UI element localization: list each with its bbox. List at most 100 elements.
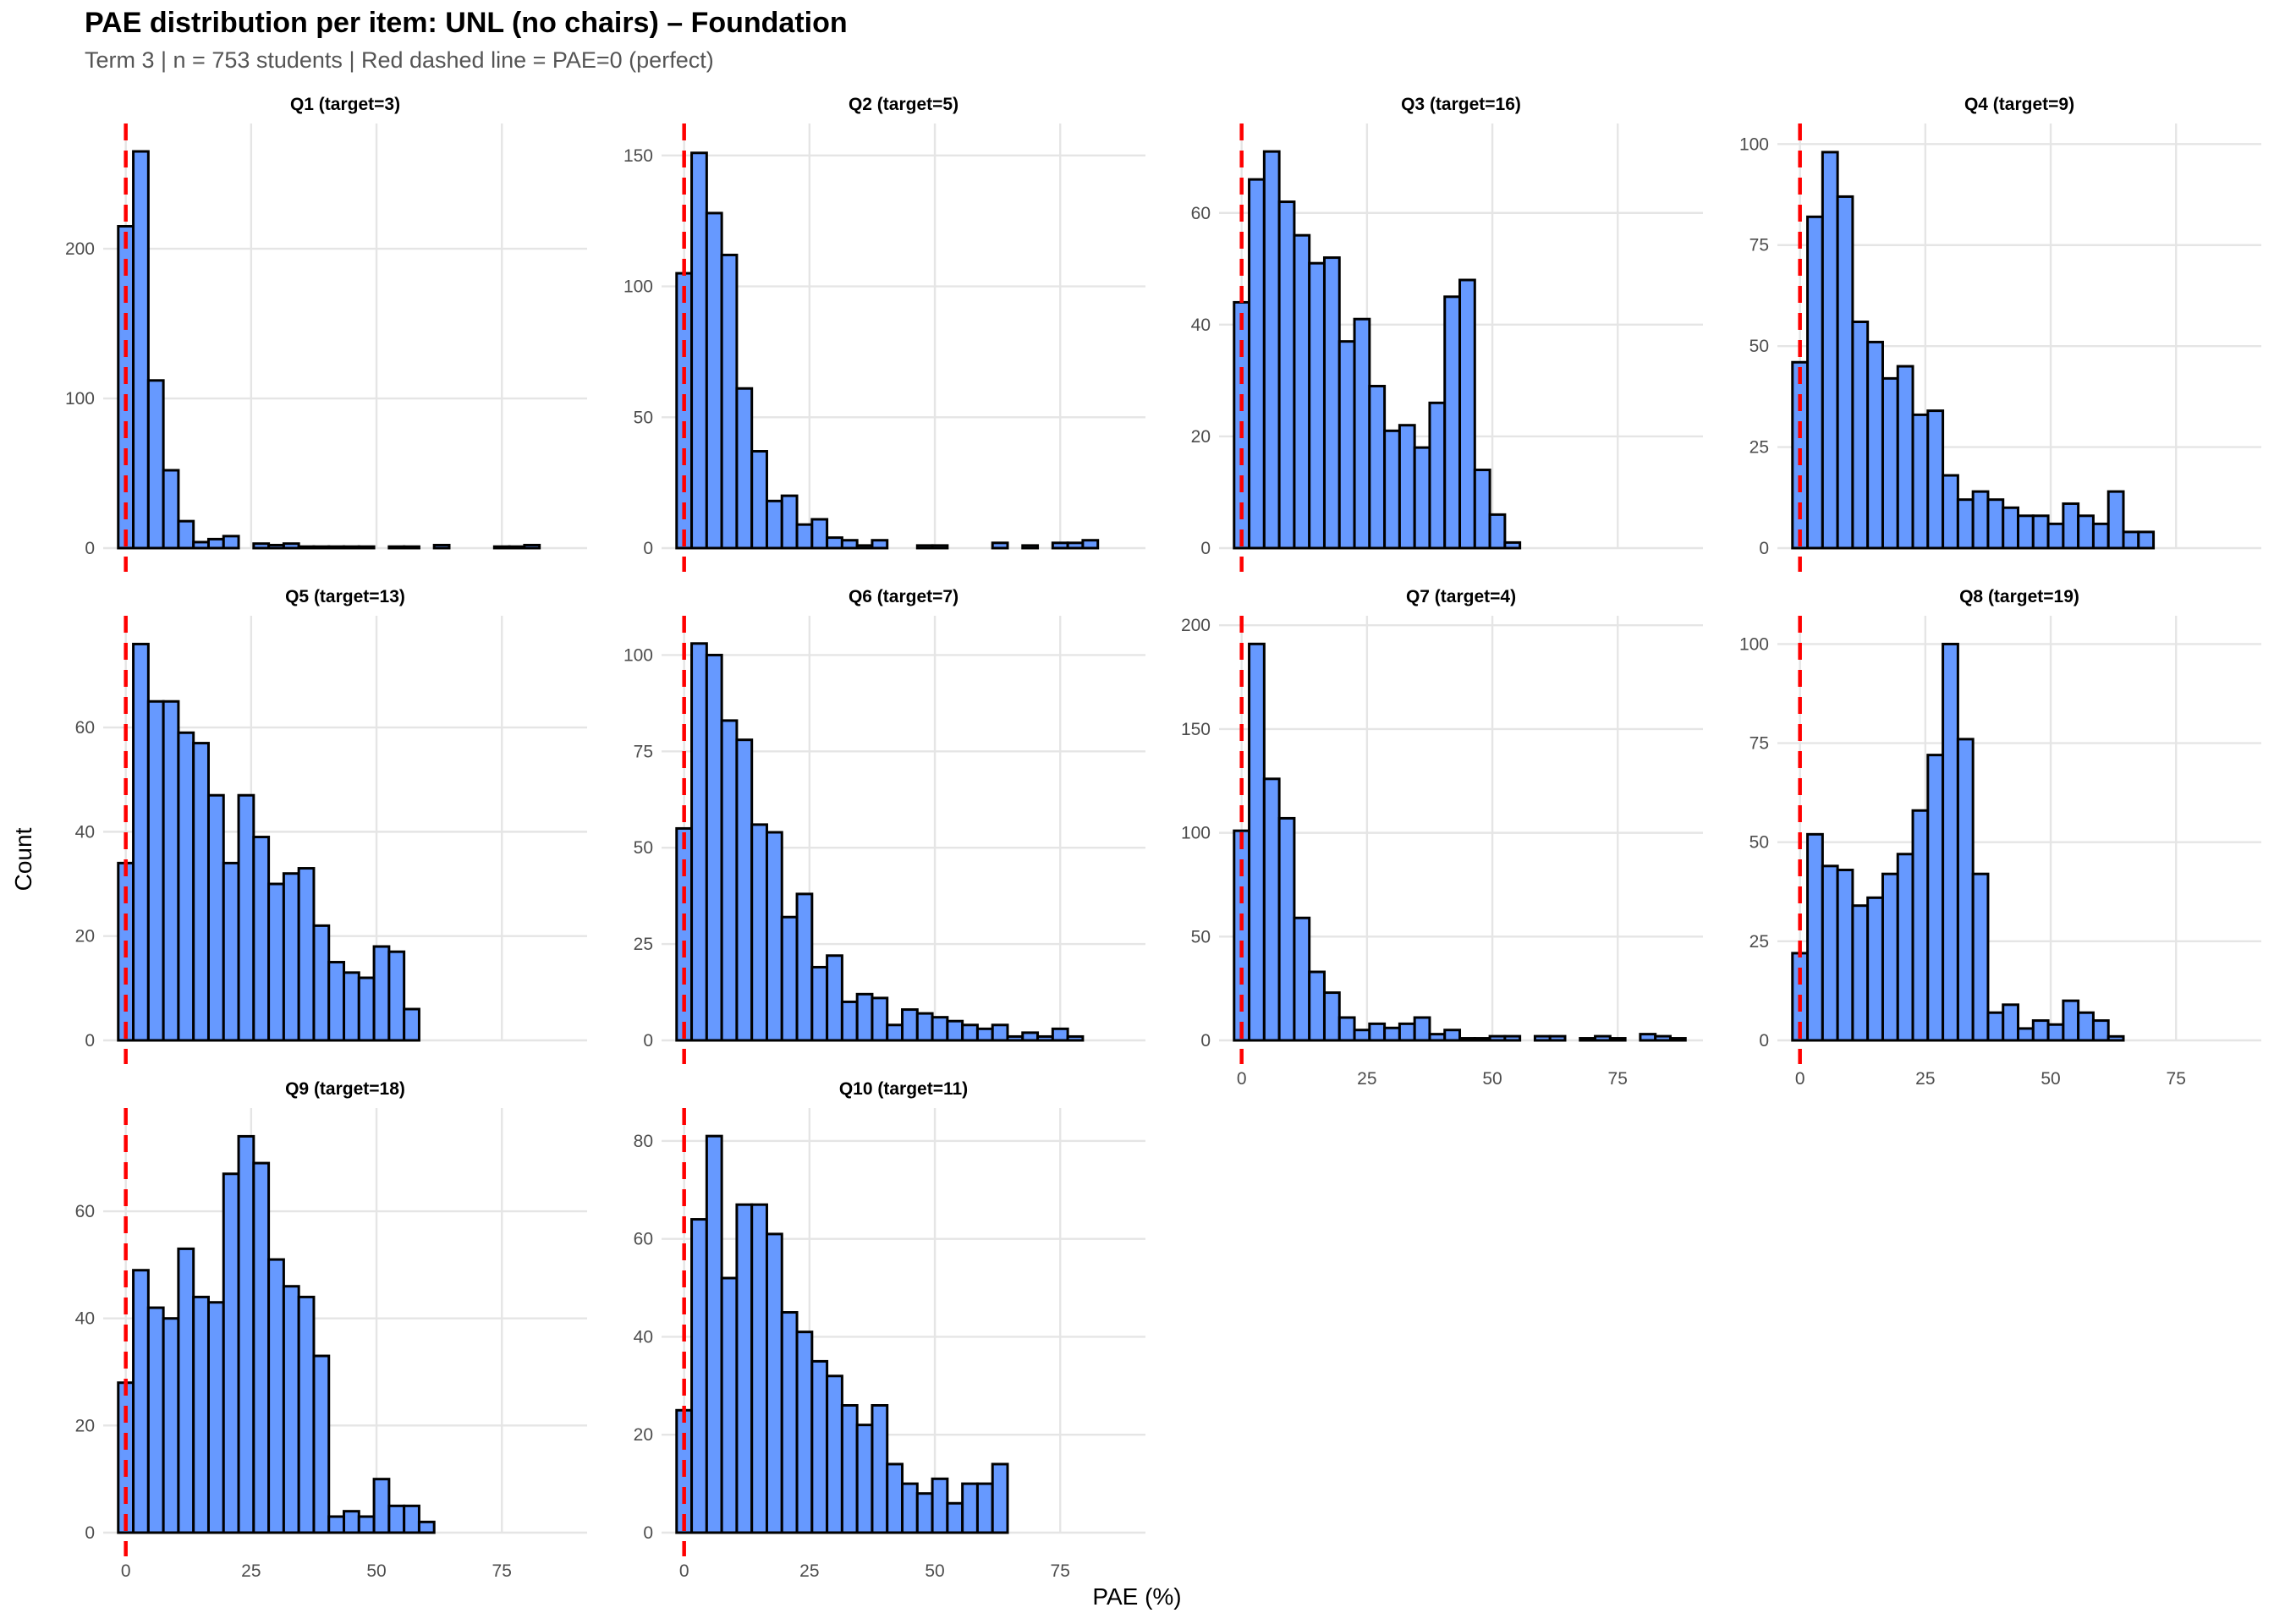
histogram-bar <box>222 535 240 550</box>
histogram-bar <box>343 1510 360 1534</box>
y-tick-label: 25 <box>1749 932 1769 952</box>
histogram-bar <box>1293 916 1311 1042</box>
histogram-bar <box>735 387 754 550</box>
histogram-bar <box>2046 1023 2065 1042</box>
histogram-bar <box>840 1404 859 1534</box>
y-tick-label: 40 <box>1191 315 1211 335</box>
x-tick-label: 75 <box>2167 1069 2186 1089</box>
histogram-bar <box>1443 295 1462 550</box>
x-tick-label: 75 <box>492 1561 512 1581</box>
histogram-bar <box>312 1354 331 1534</box>
histogram-bar <box>886 1462 904 1534</box>
histogram-bar <box>267 543 285 550</box>
histogram-bar <box>2062 999 2080 1042</box>
y-tick-label: 50 <box>634 408 653 427</box>
histogram-bar <box>1503 1034 1522 1042</box>
histogram-bar <box>795 892 814 1042</box>
histogram-bar <box>1081 539 1100 550</box>
histogram-bar <box>1488 513 1507 550</box>
y-tick-label: 0 <box>85 539 95 558</box>
y-tick-label: 100 <box>65 389 95 409</box>
histogram-bar <box>931 544 949 550</box>
histogram-bar <box>765 831 783 1042</box>
histogram-bar <box>1851 904 1870 1042</box>
histogram-bar <box>840 539 859 550</box>
histogram-bar <box>1277 200 1296 550</box>
y-tick-label: 60 <box>75 1202 95 1221</box>
histogram-bar <box>1293 233 1311 550</box>
histogram-bar <box>1926 409 1945 550</box>
histogram-bar <box>795 523 814 550</box>
histogram-bar <box>975 1027 994 1042</box>
histogram-bar <box>357 976 376 1042</box>
histogram-bar <box>192 540 210 550</box>
y-tick-label: 100 <box>1739 634 1769 654</box>
histogram-bar <box>297 867 316 1042</box>
histogram-bar <box>1398 1022 1416 1042</box>
histogram-bar <box>840 1000 859 1042</box>
histogram-bar <box>1383 1026 1401 1042</box>
histogram-bar <box>2137 530 2156 550</box>
panel-q1: 0 100 200 Q1 (target=3) <box>65 95 587 572</box>
histogram-bar <box>1337 1016 1356 1042</box>
histogram-bar <box>387 950 406 1042</box>
x-tick-label: 25 <box>1357 1069 1376 1089</box>
histogram-bar <box>1066 1034 1085 1042</box>
histogram-bar <box>946 1501 964 1534</box>
histogram-bar <box>146 700 165 1042</box>
histogram-bar <box>1881 872 1899 1042</box>
histogram-bar <box>1821 151 1839 550</box>
histogram-bar <box>252 1161 271 1534</box>
histogram-bar <box>1322 256 1341 550</box>
histogram-bar <box>2062 502 2080 550</box>
panel-title: Q2 (target=5) <box>849 95 958 114</box>
y-tick-label: 20 <box>1191 427 1211 447</box>
histogram-bar <box>750 1203 768 1534</box>
y-tick-label: 60 <box>1191 204 1211 223</box>
histogram-bar <box>206 793 225 1042</box>
histogram-bar <box>403 1504 420 1534</box>
x-tick-label: 50 <box>1482 1069 1502 1089</box>
histogram-bar <box>177 731 195 1042</box>
histogram-bar <box>780 494 799 550</box>
histogram-bar <box>1413 1016 1431 1042</box>
histogram-bar <box>1971 872 1990 1042</box>
histogram-bar <box>1503 540 1522 550</box>
histogram-bar <box>1458 278 1476 550</box>
y-tick-label: 20 <box>75 927 95 946</box>
panel-q8: 0 25 50 75 100 Q8 (target=19) 0 25 50 75 <box>1739 587 2261 1089</box>
histogram-bar <box>1458 1037 1476 1042</box>
histogram-bar <box>206 537 225 550</box>
histogram-bar <box>1806 215 1824 550</box>
histogram-bar <box>2017 1027 2035 1042</box>
histogram-bar <box>282 1285 300 1534</box>
histogram-bar <box>1548 1034 1567 1042</box>
histogram-bar <box>871 1404 889 1534</box>
histogram-bar <box>432 543 451 550</box>
panel-title: Q5 (target=13) <box>285 587 405 606</box>
panel-q7: 0 50 100 150 200 Q7 (target=4) 0 25 50 75 <box>1181 587 1703 1089</box>
histogram-bar <box>267 1258 285 1534</box>
histogram-bar <box>2002 506 2020 550</box>
histogram-bar <box>750 823 768 1042</box>
histogram-bar <box>855 992 874 1042</box>
histogram-bar <box>720 1276 739 1534</box>
histogram-bar <box>871 996 889 1042</box>
histogram-bar <box>975 1482 994 1534</box>
histogram-bar <box>1896 853 1914 1042</box>
histogram-bar <box>1594 1034 1612 1042</box>
histogram-bar <box>1836 869 1854 1042</box>
histogram-bar <box>795 1330 814 1534</box>
y-tick-label: 25 <box>634 935 653 954</box>
histogram-bar <box>132 150 150 550</box>
histogram-bar <box>1428 401 1447 550</box>
histogram-bar <box>297 545 316 550</box>
panel-title: Q7 (target=4) <box>1406 587 1516 606</box>
histogram-bar <box>343 971 360 1042</box>
histogram-bar <box>403 1007 420 1042</box>
histogram-bar <box>357 545 376 550</box>
histogram-bar <box>132 1269 150 1534</box>
histogram-bar <box>690 1218 708 1534</box>
histogram-bar <box>146 1306 165 1534</box>
histogram-bar <box>2091 522 2110 550</box>
